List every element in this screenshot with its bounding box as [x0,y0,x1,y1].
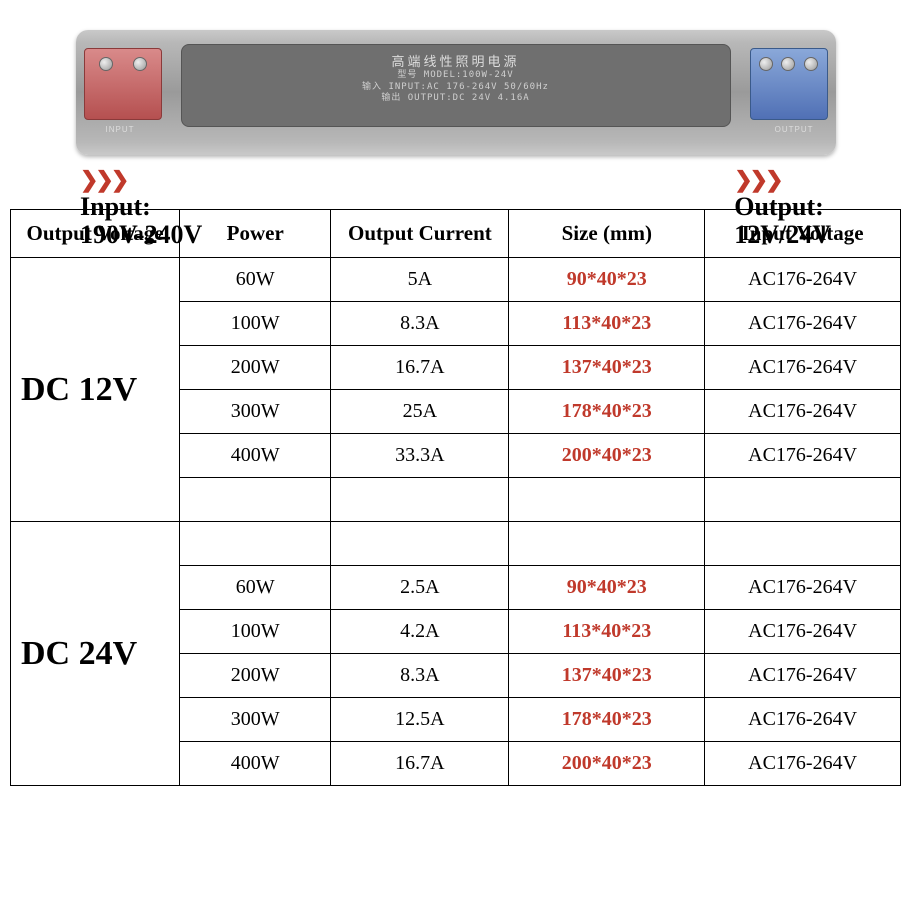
power-cell: 400W [180,742,331,786]
device-illustration: 高端线性照明电源 型号 MODEL:100W-24V 输入 INPUT:AC 1… [76,30,836,155]
input-voltage-cell: AC176-264V [705,390,901,434]
input-voltage-cell: AC176-264V [705,566,901,610]
size-cell: 200*40*23 [509,434,705,478]
voltage-cell: DC 24V [11,522,180,786]
table-body: DC 12V60W5A90*40*23AC176-264V100W8.3A113… [11,258,901,786]
power-cell [180,522,331,566]
device-body: 高端线性照明电源 型号 MODEL:100W-24V 输入 INPUT:AC 1… [76,30,836,155]
size-cell: 137*40*23 [509,346,705,390]
io-labels-row: ❯❯❯ Input: 190V-240V ❯❯❯ Output: 12V/24V [0,167,911,250]
size-cell [509,478,705,522]
size-cell: 178*40*23 [509,390,705,434]
input-voltage-cell: AC176-264V [705,434,901,478]
product-hero: 高端线性照明电源 型号 MODEL:100W-24V 输入 INPUT:AC 1… [0,0,911,205]
power-cell: 100W [180,610,331,654]
input-voltage-cell [705,478,901,522]
current-cell: 8.3A [331,654,509,698]
power-cell: 100W [180,302,331,346]
power-cell: 400W [180,434,331,478]
size-cell: 90*40*23 [509,566,705,610]
input-voltage-cell: AC176-264V [705,302,901,346]
power-cell: 300W [180,390,331,434]
current-cell: 33.3A [331,434,509,478]
voltage-cell: DC 12V [11,258,180,522]
input-title: Input: [80,193,202,220]
current-cell: 25A [331,390,509,434]
input-voltage-cell [705,522,901,566]
power-cell: 200W [180,654,331,698]
terminal-input-label: INPUT [106,125,135,134]
device-input-line: 输入 INPUT:AC 176-264V 50/60Hz [202,82,710,94]
terminal-output-label: OUTPUT [775,125,814,134]
input-voltage-cell: AC176-264V [705,654,901,698]
size-cell: 90*40*23 [509,258,705,302]
power-cell [180,478,331,522]
power-cell: 60W [180,258,331,302]
current-cell: 5A [331,258,509,302]
current-cell [331,478,509,522]
device-chinese-title: 高端线性照明电源 [202,51,710,70]
device-output-line: 输出 OUTPUT:DC 24V 4.16A [202,93,710,105]
current-cell: 12.5A [331,698,509,742]
output-block: ❯❯❯ Output: 12V/24V [734,167,831,250]
current-cell: 8.3A [331,302,509,346]
output-value: 12V/24V [734,220,831,250]
input-voltage-cell: AC176-264V [705,258,901,302]
output-terminal [750,48,828,120]
input-block: ❯❯❯ Input: 190V-240V [80,167,202,250]
size-cell: 113*40*23 [509,302,705,346]
input-voltage-cell: AC176-264V [705,610,901,654]
size-cell: 113*40*23 [509,610,705,654]
current-cell: 2.5A [331,566,509,610]
spec-table: Output Voltage Power Output Current Size… [10,209,901,786]
device-label-plate: 高端线性照明电源 型号 MODEL:100W-24V 输入 INPUT:AC 1… [181,44,731,127]
size-cell: 137*40*23 [509,654,705,698]
current-cell: 16.7A [331,742,509,786]
output-title: Output: [734,193,831,220]
table-row: DC 12V60W5A90*40*23AC176-264V [11,258,901,302]
power-cell: 300W [180,698,331,742]
power-cell: 60W [180,566,331,610]
size-cell: 200*40*23 [509,742,705,786]
input-voltage-cell: AC176-264V [705,742,901,786]
power-cell: 200W [180,346,331,390]
device-model-line: 型号 MODEL:100W-24V [202,70,710,82]
table-row: DC 24V [11,522,901,566]
input-terminal [84,48,162,120]
chevron-right-icon: ❯❯❯ [80,167,202,193]
size-cell [509,522,705,566]
input-voltage-cell: AC176-264V [705,698,901,742]
size-cell: 178*40*23 [509,698,705,742]
current-cell: 16.7A [331,346,509,390]
chevron-right-icon: ❯❯❯ [734,167,831,193]
current-cell: 4.2A [331,610,509,654]
input-voltage-cell: AC176-264V [705,346,901,390]
current-cell [331,522,509,566]
input-value: 190V-240V [80,220,202,250]
